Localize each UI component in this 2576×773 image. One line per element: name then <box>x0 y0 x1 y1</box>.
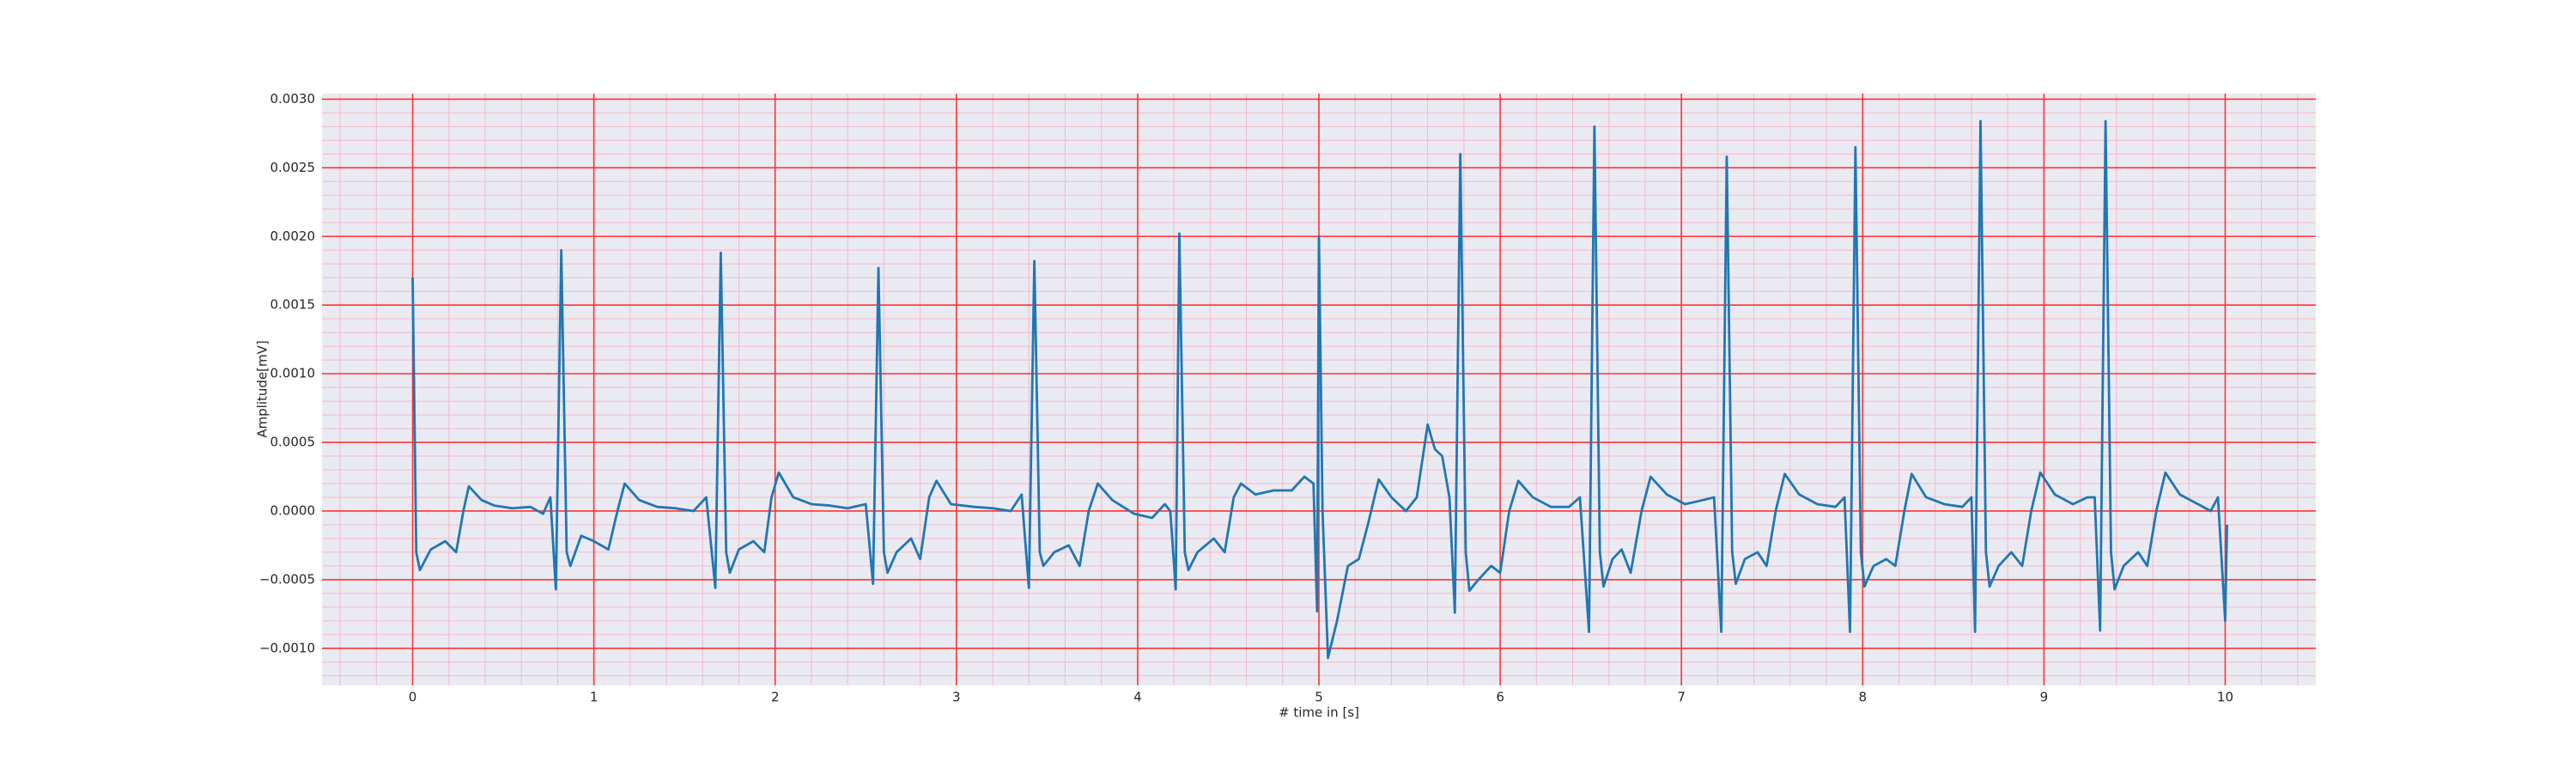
y-tick-label: −0.0005 <box>259 571 315 587</box>
x-tick-label: 3 <box>952 690 961 705</box>
y-tick-label: 0.0005 <box>270 435 316 450</box>
x-tick-label: 9 <box>2040 690 2049 705</box>
y-tick-label: 0.0015 <box>270 297 316 313</box>
x-tick-label: 5 <box>1315 690 1323 705</box>
x-tick-label: 2 <box>771 690 780 705</box>
x-tick-label: 7 <box>1677 690 1686 705</box>
y-axis-label: Amplitude[mV] <box>255 340 270 437</box>
x-tick-label: 8 <box>1858 690 1867 705</box>
x-tick-label: 6 <box>1496 690 1504 705</box>
y-tick-label: 0.0030 <box>270 91 316 107</box>
y-tick-label: 0.0010 <box>270 366 316 381</box>
ecg-line <box>411 119 2228 660</box>
y-tick-label: 0.0020 <box>270 228 316 244</box>
y-tick-label: 0.0000 <box>270 502 316 518</box>
y-tick-label: −0.0010 <box>259 640 315 655</box>
x-tick-label: 1 <box>590 690 598 705</box>
x-tick-label: 10 <box>2217 690 2233 705</box>
x-tick-label: 0 <box>409 690 417 705</box>
x-tick-label: 4 <box>1133 690 1142 705</box>
y-tick-label: 0.0025 <box>270 160 316 175</box>
x-axis-label: # time in [s] <box>1279 705 1359 721</box>
